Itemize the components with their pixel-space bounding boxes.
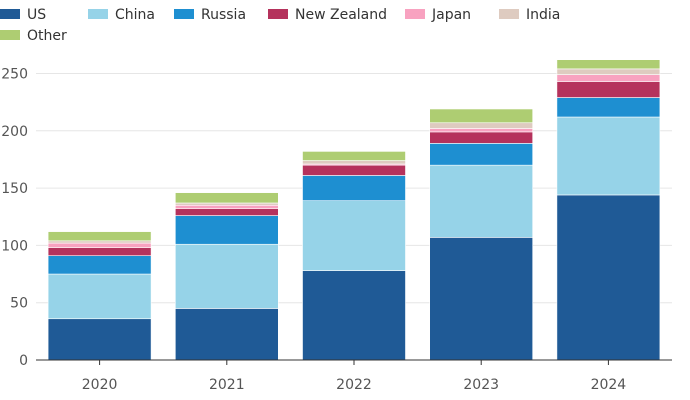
- y-tick-label-200: 200: [1, 124, 28, 140]
- y-tick-label-250: 250: [1, 66, 28, 82]
- bar-us-2023: [429, 237, 534, 361]
- x-axis: 2020 2021 2022 2023 2024: [36, 359, 672, 393]
- legend-label-japan: Japan: [431, 7, 471, 23]
- bar-other-2020: [47, 231, 152, 242]
- bar-china-2022: [302, 200, 406, 271]
- bar-other-2024: [556, 59, 661, 70]
- y-axis: 0 50 100 150 200 250: [1, 66, 28, 369]
- bar-russia-2022: [302, 175, 406, 201]
- bar-other-2022: [302, 151, 406, 161]
- bar-china-2024: [556, 116, 661, 196]
- x-tick-label-2023: 2023: [463, 377, 499, 393]
- legend-label-india: India: [526, 7, 560, 23]
- bar-russia-2020: [47, 255, 152, 275]
- bar-china-2020: [47, 273, 152, 320]
- bar-new-zealand-2023: [429, 131, 534, 144]
- bar-russia-2024: [556, 97, 661, 118]
- legend-item-japan: Japan: [405, 7, 471, 23]
- bar-india-2020: [47, 240, 152, 244]
- legend-item-russia: Russia: [174, 7, 246, 23]
- bar-japan-2020: [47, 242, 152, 248]
- legend-label-china: China: [115, 7, 155, 23]
- bar-new-zealand-2024: [556, 81, 661, 98]
- x-tick-label-2024: 2024: [591, 377, 627, 393]
- legend-item-other: Other: [0, 28, 67, 44]
- bar-india-2023: [429, 122, 534, 129]
- bar-us-2020: [47, 318, 152, 361]
- legend-item-new-zealand: New Zealand: [268, 7, 387, 23]
- bar-japan-2024: [556, 74, 661, 82]
- legend-label-russia: Russia: [201, 7, 246, 23]
- bar-us-2022: [302, 270, 406, 361]
- bar-china-2023: [429, 164, 534, 238]
- legend-swatch-us: [0, 9, 20, 19]
- bar-other-2021: [175, 192, 279, 204]
- legend-swatch-new-zealand: [268, 9, 288, 19]
- legend-label-new-zealand: New Zealand: [295, 7, 387, 23]
- legend-swatch-other: [0, 30, 20, 40]
- bar-us-2021: [175, 308, 279, 361]
- bar-russia-2021: [175, 215, 279, 245]
- x-tick-label-2020: 2020: [82, 377, 118, 393]
- bars: [47, 59, 661, 361]
- bar-india-2024: [556, 68, 661, 75]
- y-tick-label-50: 50: [10, 296, 28, 312]
- legend: US China Russia New Zealand Japan India Other: [0, 7, 560, 44]
- bar-japan-2021: [175, 204, 279, 210]
- legend-label-us: US: [27, 7, 46, 23]
- bar-new-zealand-2020: [47, 247, 152, 257]
- bar-new-zealand-2022: [302, 164, 406, 176]
- bar-china-2021: [175, 243, 279, 309]
- bar-japan-2023: [429, 128, 534, 133]
- bar-other-2023: [429, 108, 534, 124]
- y-tick-label-0: 0: [19, 353, 28, 369]
- y-tick-label-100: 100: [1, 238, 28, 254]
- legend-swatch-india: [499, 9, 519, 19]
- legend-label-other: Other: [27, 28, 67, 44]
- bar-us-2024: [556, 194, 661, 361]
- bar-new-zealand-2021: [175, 208, 279, 216]
- legend-swatch-russia: [174, 9, 194, 19]
- bar-india-2022: [302, 160, 406, 165]
- bar-india-2021: [175, 202, 279, 206]
- legend-item-china: China: [88, 7, 155, 23]
- legend-swatch-china: [88, 9, 108, 19]
- x-tick-label-2021: 2021: [209, 377, 245, 393]
- legend-item-india: India: [499, 7, 560, 23]
- x-tick-label-2022: 2022: [336, 377, 372, 393]
- legend-item-us: US: [0, 7, 46, 23]
- legend-swatch-japan: [405, 9, 425, 19]
- bar-russia-2023: [429, 143, 534, 166]
- y-tick-label-150: 150: [1, 181, 28, 197]
